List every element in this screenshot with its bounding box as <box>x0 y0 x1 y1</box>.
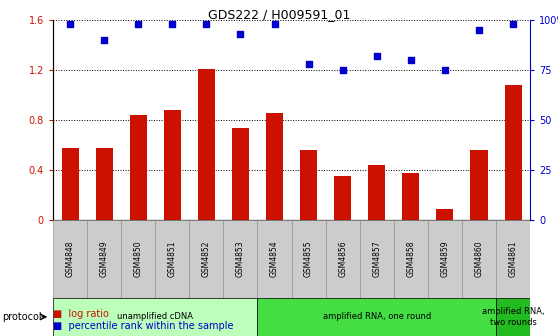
Bar <box>496 298 530 336</box>
Text: GSM4849: GSM4849 <box>100 241 109 277</box>
Text: GSM4848: GSM4848 <box>65 241 75 277</box>
Text: GSM4860: GSM4860 <box>474 241 483 277</box>
Bar <box>95 148 113 220</box>
Bar <box>496 220 530 298</box>
Text: amplified RNA, one round: amplified RNA, one round <box>323 312 431 321</box>
Text: GSM4856: GSM4856 <box>338 241 347 277</box>
Bar <box>266 113 283 220</box>
Bar <box>163 110 181 220</box>
Text: GSM4851: GSM4851 <box>168 241 177 277</box>
Bar <box>334 176 351 220</box>
Text: ■  log ratio: ■ log ratio <box>53 309 109 319</box>
Bar <box>300 150 317 220</box>
Bar <box>189 220 223 298</box>
Point <box>202 22 211 27</box>
Text: GSM4854: GSM4854 <box>270 241 279 277</box>
Bar <box>129 115 147 220</box>
Bar <box>428 220 462 298</box>
Bar <box>232 128 249 220</box>
Bar <box>462 220 496 298</box>
Text: GSM4853: GSM4853 <box>236 241 245 277</box>
Point <box>406 57 415 63</box>
Text: GSM4859: GSM4859 <box>440 241 449 277</box>
Bar <box>394 220 428 298</box>
Bar <box>291 220 326 298</box>
Point <box>440 68 449 73</box>
Bar <box>53 220 87 298</box>
Bar <box>402 173 420 220</box>
Point <box>338 68 347 73</box>
Bar <box>198 69 215 220</box>
Bar <box>61 148 79 220</box>
Bar <box>368 165 385 220</box>
Bar <box>155 220 189 298</box>
Bar <box>223 220 257 298</box>
Bar <box>360 220 394 298</box>
Point <box>304 61 313 67</box>
Text: GSM4857: GSM4857 <box>372 241 381 277</box>
Bar <box>436 209 454 220</box>
Text: GSM4858: GSM4858 <box>406 241 415 277</box>
Point <box>474 28 483 33</box>
Text: GSM4861: GSM4861 <box>508 241 518 277</box>
Point <box>372 53 381 59</box>
Bar <box>257 220 291 298</box>
Bar <box>504 85 522 220</box>
Text: amplified RNA,
two rounds: amplified RNA, two rounds <box>482 307 545 327</box>
Text: unamplified cDNA: unamplified cDNA <box>117 312 193 321</box>
Text: ■  percentile rank within the sample: ■ percentile rank within the sample <box>53 321 233 331</box>
Text: GDS222 / H009591_01: GDS222 / H009591_01 <box>208 8 350 22</box>
Point <box>270 22 279 27</box>
Bar <box>87 220 121 298</box>
Point <box>168 22 177 27</box>
Text: GSM4850: GSM4850 <box>134 241 143 277</box>
Bar <box>121 220 155 298</box>
Point <box>100 38 109 43</box>
Point <box>134 22 143 27</box>
Point <box>66 22 75 27</box>
Bar <box>257 298 496 336</box>
Point <box>236 32 245 37</box>
Text: protocol: protocol <box>2 312 41 322</box>
Bar <box>53 298 257 336</box>
Text: GSM4855: GSM4855 <box>304 241 313 277</box>
Text: GSM4852: GSM4852 <box>202 241 211 277</box>
Point <box>508 22 517 27</box>
Bar <box>326 220 360 298</box>
Bar <box>470 150 488 220</box>
